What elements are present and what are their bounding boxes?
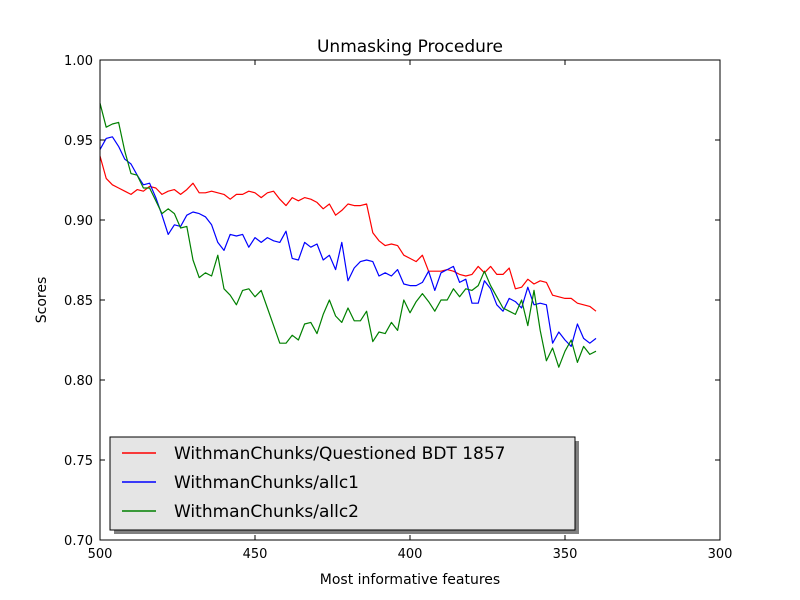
y-tick-label: 0.80 [64, 374, 93, 389]
y-tick-label: 1.00 [64, 54, 93, 69]
series-line-3 [99, 103, 597, 368]
series-line-1 [99, 155, 597, 312]
x-tick-label: 300 [708, 547, 733, 562]
legend-box [109, 436, 576, 531]
x-tick-label: 350 [553, 547, 578, 562]
series-layer [99, 103, 597, 368]
legend-label-1: WithmanChunks/Questioned BDT 1857 [174, 444, 505, 464]
legend: WithmanChunks/Questioned BDT 1857 Withman… [109, 436, 579, 534]
y-tick-label: 0.85 [64, 294, 93, 309]
y-tick-label: 0.95 [64, 134, 93, 149]
legend-label-3: WithmanChunks/allc2 [174, 502, 359, 522]
chart-title: Unmasking Procedure [317, 37, 503, 57]
x-tick-label: 450 [243, 547, 268, 562]
y-tick-label: 0.90 [64, 214, 93, 229]
series-line-2 [99, 136, 597, 347]
x-tick-label: 400 [398, 547, 423, 562]
y-axis-label: Scores [34, 277, 50, 324]
x-axis-label: Most informative features [320, 572, 500, 588]
x-tick-label: 500 [88, 547, 113, 562]
tick-layer: 500 450 400 350 300 0.70 0.75 0.80 0.85 0.90 0.95 1… [64, 54, 732, 562]
legend-label-2: WithmanChunks/allc1 [174, 473, 359, 493]
y-tick-label: 0.70 [64, 534, 93, 549]
y-tick-label: 0.75 [64, 454, 93, 469]
